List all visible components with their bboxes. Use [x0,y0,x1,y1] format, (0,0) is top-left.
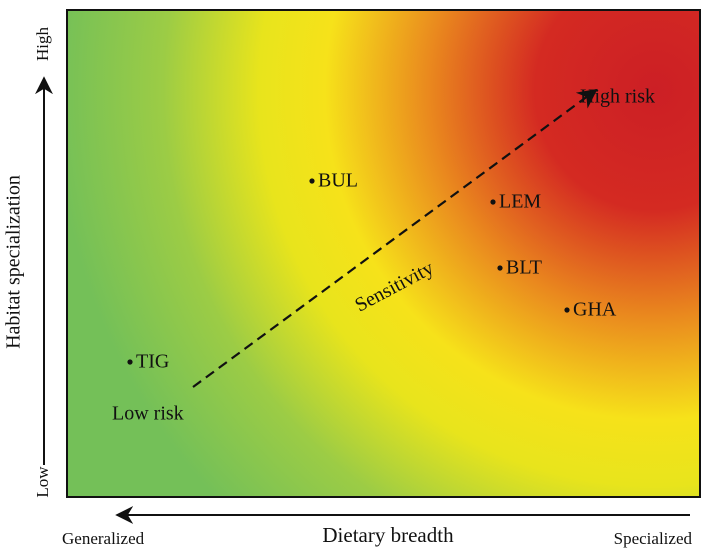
high-risk-label: High risk [580,86,655,108]
point-dot [497,265,503,271]
sensitivity-arrow [192,88,598,388]
point-dot [564,307,570,313]
x-right-label: Specialized [614,529,693,548]
y-axis-label: Habitat specialization [3,175,25,349]
x-left-label: Generalized [62,529,145,548]
low-risk-label: Low risk [112,403,184,425]
point-dot [127,359,133,365]
point-dot [490,199,496,205]
y-bottom-label: Low [33,466,52,498]
y-top-label: High [33,27,52,62]
x-axis-label: Dietary breadth [322,523,454,547]
point-label: BLT [506,257,542,279]
point-label: BUL [318,170,358,192]
point-label: TIG [136,351,169,373]
point-label: GHA [573,299,617,321]
point-label: LEM [499,191,541,213]
point-dot [309,178,315,184]
